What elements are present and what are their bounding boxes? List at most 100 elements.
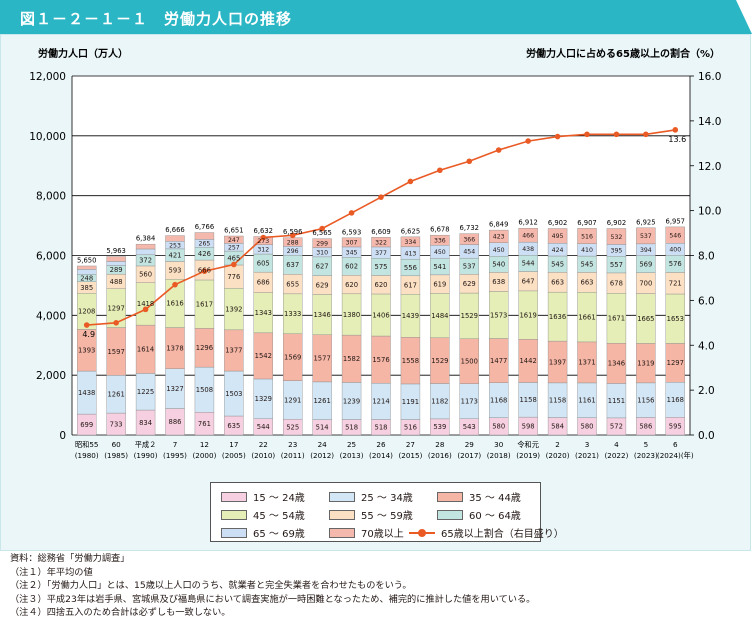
segment-value-label: 1665 [637, 315, 654, 323]
ratio-point [495, 147, 502, 153]
segment-value-label: 1329 [255, 395, 272, 403]
segment-value-label: 617 [404, 281, 417, 289]
segment-value-label: 450 [493, 247, 505, 254]
segment-value-label: 1529 [431, 357, 448, 365]
segment-value-label: 1661 [578, 313, 595, 321]
legend-label: 65歳以上割合（右目盛り） [441, 529, 564, 540]
segment-value-label: 310 [316, 250, 328, 257]
ratio-point [643, 131, 649, 138]
total-value-label: 6,732 [460, 224, 479, 232]
segment-value-label: 678 [610, 279, 623, 287]
segment-value-label: 1484 [431, 312, 448, 320]
legend-item: 45 ～ 54歳 [221, 507, 305, 522]
segment-value-label: 495 [552, 233, 564, 240]
segment-value-label: 1614 [137, 346, 154, 354]
title-bar-corner [736, 0, 752, 34]
bar-segment [636, 227, 656, 245]
segment-value-label: 1617 [196, 300, 213, 308]
segment-value-label: 700 [639, 279, 652, 287]
segment-value-label: 541 [433, 263, 446, 271]
segment-value-label: 635 [227, 422, 240, 430]
legend-swatch [329, 491, 355, 502]
segment-value-label: 296 [287, 248, 299, 255]
segment-value-label: 1439 [402, 312, 419, 320]
legend-swatch [437, 509, 463, 520]
segment-value-label: 1333 [284, 310, 301, 318]
segment-value-label: 1397 [549, 358, 566, 366]
segment-value-label: 518 [375, 424, 388, 432]
segment-value-label: 1558 [402, 357, 419, 365]
legend-label: 65 ～ 69歳 [253, 529, 305, 540]
legend-item: 60 ～ 64歳 [437, 507, 521, 522]
category-year-label: (2000) [192, 451, 216, 460]
bar-segment [518, 228, 538, 243]
segment-value-label: 655 [286, 280, 299, 288]
category-label: 5 [644, 440, 649, 449]
segment-value-label: 516 [404, 424, 417, 432]
note: （注４）四捨五入のため合計は必ずしも一致しない。 [10, 607, 231, 618]
segment-value-label: 1291 [284, 396, 301, 404]
category-year-label: (2019) [516, 451, 540, 460]
ratio-point [466, 158, 473, 165]
category-year-label: (2013) [340, 451, 364, 460]
segment-value-label: 385 [80, 284, 93, 292]
chart: 労働力人口（万人） 労働力人口に占める65歳以上の割合（%） 0 2,000 4,0… [29, 47, 721, 460]
segment-value-label: 1573 [490, 311, 507, 319]
segment-value-label: 438 [522, 246, 534, 253]
ratio-point [201, 268, 208, 275]
segment-value-label: 545 [581, 261, 594, 269]
total-value-label: 6,666 [165, 226, 184, 234]
category-year-label: (2022) [604, 451, 628, 460]
segment-value-label: 539 [433, 423, 446, 431]
segment-value-label: 1392 [225, 305, 242, 313]
ratio-point [231, 261, 237, 268]
segment-value-label: 1191 [402, 398, 419, 406]
category-year-label: (2016) [428, 451, 452, 460]
right-tick-label: 12.0 [698, 161, 721, 173]
segment-value-label: 556 [404, 264, 417, 272]
segment-value-label: 1508 [196, 386, 213, 394]
legend-item: 25 ～ 34歳 [329, 489, 413, 504]
axes: 0 2,000 4,000 6,000 8,000 10,000 12,000 0.0 2.0 4… [29, 71, 721, 460]
segment-value-label: 1346 [608, 360, 625, 368]
bar-segment [224, 235, 244, 244]
segment-value-label: 265 [199, 241, 211, 248]
legend-swatch [221, 509, 247, 520]
category-label: 2 [555, 440, 560, 449]
left-tick-label: 10,000 [29, 131, 66, 143]
segment-value-label: 834 [139, 419, 152, 427]
bar-segment [165, 235, 185, 242]
total-value-label: 6,912 [518, 219, 537, 227]
category-year-label: (2012) [310, 451, 334, 460]
segment-value-label: 1576 [372, 356, 389, 364]
category-label: 3 [585, 440, 590, 449]
segment-value-label: 377 [375, 250, 387, 257]
segment-value-label: 544 [257, 423, 270, 431]
right-axis-title: 労働力人口に占める65歳以上の割合（%） [526, 47, 720, 60]
segment-value-label: 537 [463, 262, 476, 270]
segment-value-label: 595 [669, 422, 682, 430]
segment-value-label: 1371 [578, 359, 595, 367]
total-value-label: 6,625 [401, 227, 420, 235]
segment-value-label: 423 [493, 234, 505, 241]
left-tick-label: 0 [59, 430, 66, 442]
segment-value-label: 1151 [608, 397, 625, 405]
bar-segment [459, 233, 479, 245]
legend-line-marker-icon [409, 528, 435, 538]
segment-value-label: 289 [110, 266, 123, 274]
category-label: 26 [376, 440, 386, 449]
left-tick-label: 2,000 [36, 370, 66, 382]
category-label: 24 [318, 440, 328, 449]
segment-value-label: 466 [522, 232, 534, 239]
bar-segment [312, 238, 332, 248]
right-tick-label: 2.0 [698, 385, 715, 397]
legend-item: 65歳以上割合（右目盛り） [409, 525, 564, 540]
category-label: 60 [112, 440, 122, 449]
segment-value-label: 1577 [313, 355, 330, 363]
segment-value-label: 1343 [255, 309, 272, 317]
category-label: 令和元 [517, 440, 539, 449]
source-note: 資料：総務省「労働力調査」 [10, 553, 130, 564]
segment-value-label: 307 [346, 240, 358, 247]
category-year-label: (1980) [75, 451, 99, 460]
segment-value-label: 721 [669, 280, 682, 288]
